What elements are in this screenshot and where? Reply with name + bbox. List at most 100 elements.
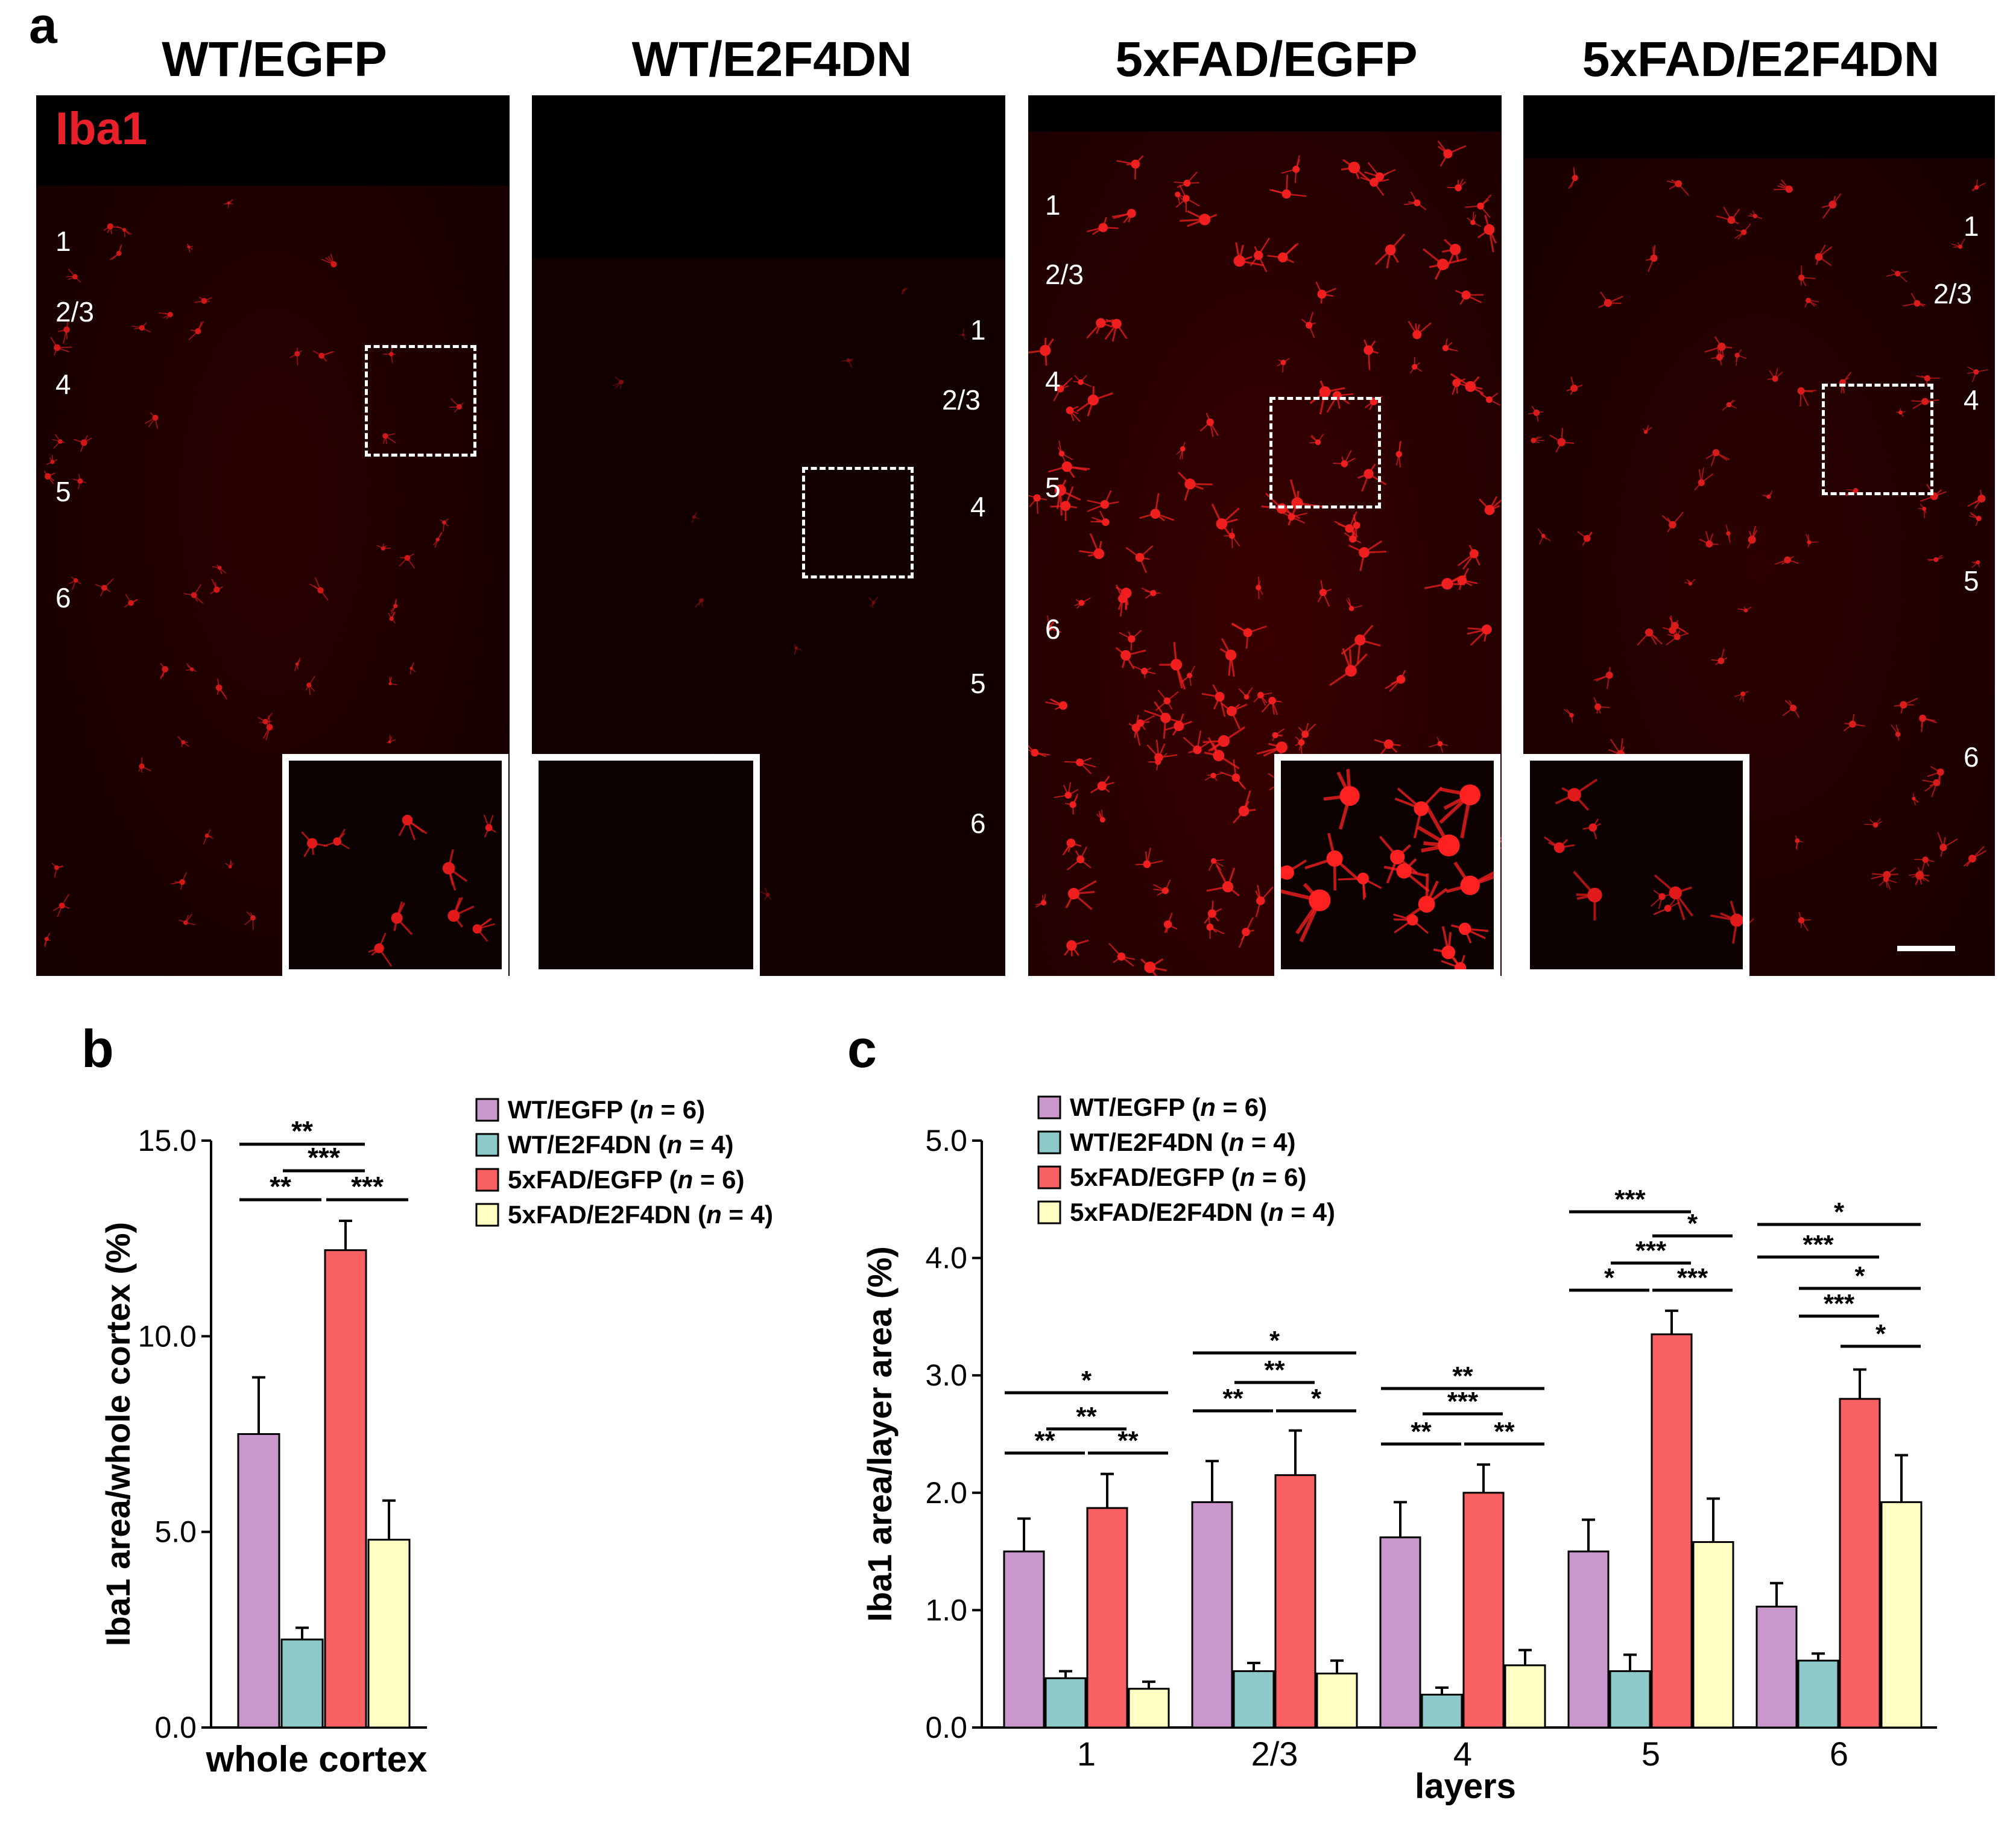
microglia-cell — [1045, 698, 1067, 711]
microglia-cell — [1722, 399, 1737, 411]
microglia-cell — [613, 376, 624, 390]
microglia-cell — [1064, 757, 1096, 774]
significance-label: *** — [1803, 1230, 1834, 1259]
microglia-cell — [1593, 697, 1610, 714]
bar — [1274, 1474, 1316, 1729]
microglia-cell — [1451, 922, 1489, 944]
microglia-cell — [1280, 508, 1307, 524]
microglia-cell — [1737, 606, 1752, 613]
scale-bar — [1897, 946, 1955, 951]
microglia-cell — [1582, 819, 1601, 840]
microglia-cell — [73, 473, 86, 489]
microglia-cell — [215, 678, 228, 700]
microglia-cell — [1074, 597, 1091, 609]
microglia-cell — [1446, 861, 1494, 896]
microglia-cell — [1429, 736, 1449, 753]
microglia-cell — [1914, 857, 1935, 872]
x-tick-label: 1 — [1077, 1735, 1096, 1773]
bar — [1233, 1670, 1275, 1729]
panel-c-letter: c — [847, 1019, 877, 1078]
microglia-cell — [1211, 503, 1240, 539]
microglia-cell — [1684, 578, 1696, 586]
microglia-cell — [1269, 174, 1307, 199]
bar — [1567, 1550, 1610, 1729]
microglia-cell — [1204, 772, 1224, 781]
microglia-cell — [194, 296, 212, 304]
microglia-cell — [388, 612, 396, 624]
microglia-cell — [1528, 405, 1544, 422]
microglia-cell — [1598, 291, 1623, 308]
y-tick-label: 10.0 — [138, 1319, 197, 1353]
layer-label: 1 — [1045, 189, 1061, 221]
layer-label: 2/3 — [1045, 259, 1084, 290]
microglia-cells — [1028, 141, 1502, 976]
microglia-cell — [1705, 449, 1730, 466]
microglia-cell — [1028, 337, 1054, 366]
microglia-cell — [262, 715, 273, 741]
bar — [237, 1433, 280, 1729]
microglia-cell — [95, 578, 114, 597]
x-tick-label: 5 — [1642, 1735, 1660, 1773]
significance-label: ** — [1452, 1361, 1473, 1391]
microglia-cell — [1404, 191, 1427, 211]
microglia-cell — [1338, 872, 1382, 900]
microglia-cell — [183, 584, 204, 604]
microglia-cell — [868, 596, 879, 608]
microglia-cell — [188, 320, 204, 341]
bar — [1504, 1664, 1546, 1729]
bar — [1128, 1688, 1170, 1729]
microglia-cell — [1140, 958, 1167, 976]
microglia-cell — [1479, 496, 1502, 515]
microglia-cell — [1360, 171, 1389, 196]
microglia-cell — [1915, 871, 1930, 885]
microglia-cell — [398, 814, 428, 841]
microglia-cell — [440, 518, 449, 532]
microglia-cell — [1767, 368, 1783, 382]
layer-label: 4 — [970, 491, 986, 522]
layer-label: 6 — [55, 582, 71, 613]
microglia-cell — [1379, 835, 1418, 884]
microglia-cell — [43, 470, 56, 484]
microglia-cell — [131, 322, 151, 333]
microglia-cell — [1128, 714, 1141, 746]
microglia-cell — [1357, 463, 1387, 492]
microglia-cell — [1912, 793, 1920, 806]
chart-b: b 0.0 5.0 10.0 15.0 Iba1 area/whole cortex (%… — [81, 1019, 773, 1779]
bar — [324, 1249, 367, 1729]
microglia-cell — [1969, 511, 1982, 527]
microglia-cell — [1637, 628, 1663, 646]
zoom-inset — [282, 754, 508, 976]
microglia-cell — [1971, 560, 1980, 568]
micrograph-wt-e2f4dn: 1 2/3 4 5 6 — [532, 95, 1005, 976]
legend-label: WT/EGFP (n = 6) — [1070, 1093, 1267, 1121]
legend-swatch — [475, 1203, 499, 1227]
zoom-inset — [1523, 754, 1749, 976]
layer-label: 1 — [970, 314, 986, 346]
bar — [1797, 1659, 1839, 1729]
microglia-cell — [203, 829, 213, 845]
microglia-cell — [1806, 534, 1818, 548]
microglia-cell — [1465, 194, 1492, 218]
microglia-cell — [1148, 752, 1168, 770]
microglia-cell — [1047, 461, 1090, 478]
legend-swatch — [1037, 1130, 1061, 1154]
microglia-cell — [1922, 779, 1941, 797]
microglia-cell — [1762, 490, 1773, 499]
microglia-cell — [1406, 873, 1448, 919]
microglia-cell — [1221, 703, 1248, 730]
microglia-cell — [1666, 630, 1688, 646]
microglia-cell — [695, 598, 704, 608]
microglia-cell — [312, 350, 334, 362]
microglia-cell — [1568, 166, 1578, 189]
microglia-cell — [1111, 209, 1136, 224]
significance-label: ** — [1034, 1426, 1055, 1455]
bar — [1609, 1670, 1651, 1729]
legend-label: 5xFAD/E2F4DN (n = 4) — [1070, 1198, 1335, 1226]
zoom-inset — [1274, 754, 1500, 976]
microglia-cell — [1079, 533, 1105, 559]
microglia-cell — [1821, 193, 1842, 219]
y-axis-label: Iba1 area/layer area (%) — [861, 1246, 899, 1622]
layer-label: 5 — [1045, 472, 1061, 503]
microglia-cell — [1087, 490, 1119, 512]
microglia-cell — [187, 243, 193, 253]
